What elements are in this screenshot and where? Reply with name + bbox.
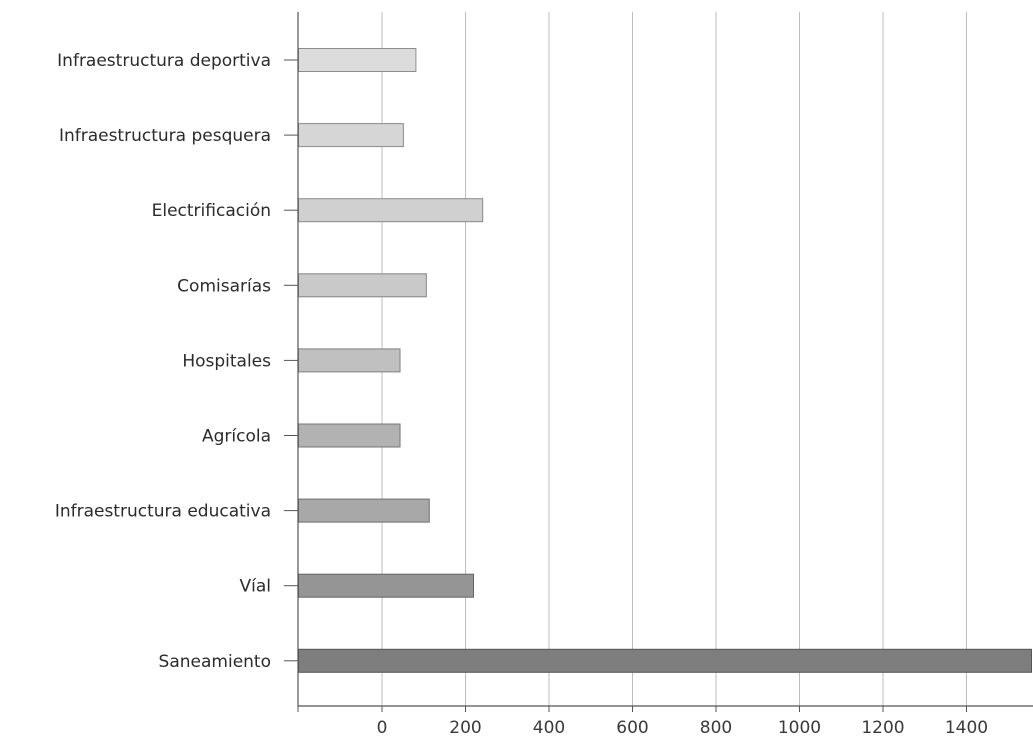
category-label: Infraestructura deportiva [57,51,271,71]
x-tick-label: 1200 [861,718,904,738]
x-tick-label: 800 [700,718,732,738]
bar-4 [298,348,401,373]
category-label: Infraestructura pesquera [59,126,271,146]
label-layer: 0 200 400 600 800 1000 1200 1400 Infraestructura… [55,51,988,738]
category-label: Agrícola [202,427,271,447]
bar-3 [298,273,427,298]
category-label: Saneamiento [159,652,271,672]
grid-layer [381,12,967,706]
category-label: Electrificación [152,201,271,221]
category-label: Víal [240,577,272,597]
category-label: Comisarías [177,276,271,296]
x-tick-label: 1400 [945,718,988,738]
x-tick-label: 600 [616,718,648,738]
bar-7 [298,573,475,598]
bar-0 [298,48,417,72]
bar-1 [298,123,404,148]
axis-layer [284,12,1033,712]
bar-2 [298,198,484,223]
bar-6 [298,498,430,523]
bar-8 [298,648,1032,673]
bar-5 [298,423,401,448]
category-label: Infraestructura educativa [55,502,271,522]
x-tick-label: 400 [533,718,565,738]
bar-layer [298,48,1032,673]
x-tick-label: 200 [449,718,481,738]
category-label: Hospitales [182,351,271,371]
x-tick-label: 1000 [778,718,821,738]
x-tick-label: 0 [377,718,388,738]
